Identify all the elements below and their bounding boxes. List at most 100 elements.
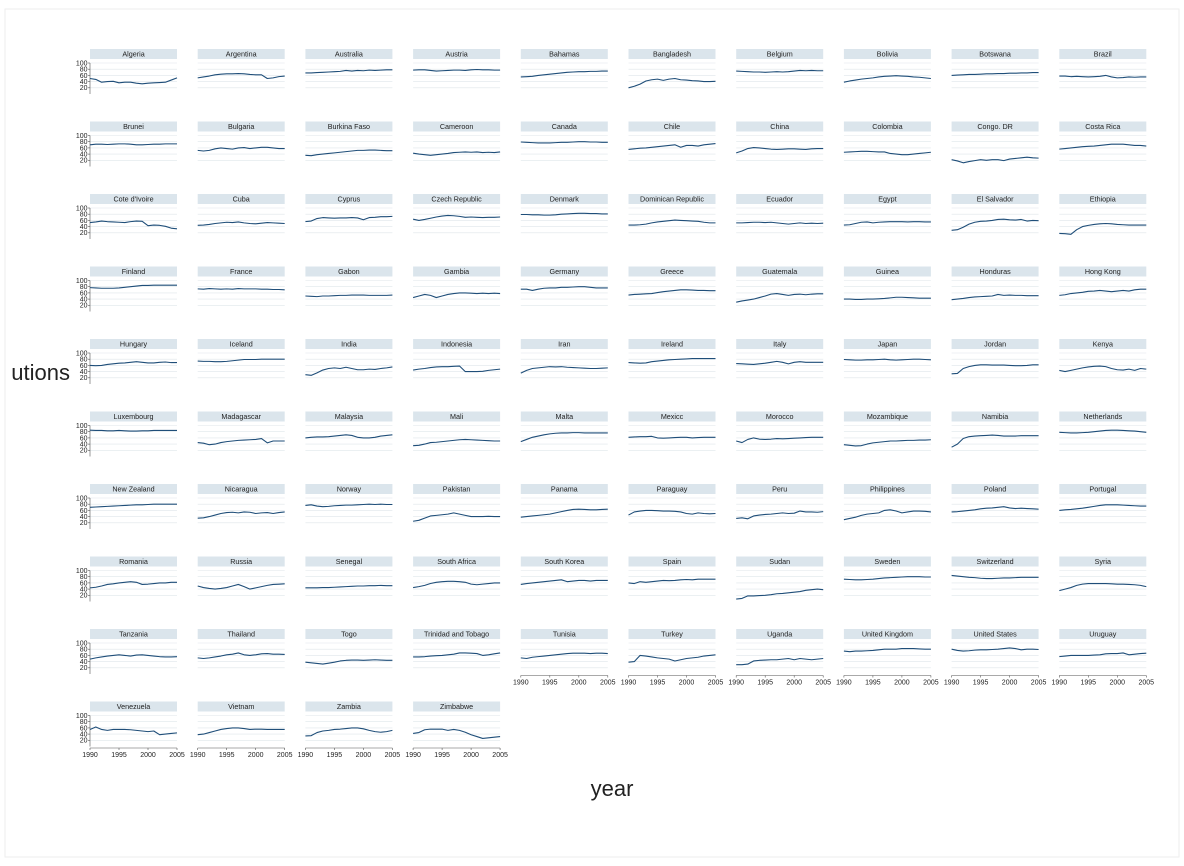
panel-title: Tanzania xyxy=(119,630,148,639)
y-tick-label: 80 xyxy=(80,67,88,74)
panel-title: Paraguay xyxy=(657,485,688,494)
series-line xyxy=(1059,429,1147,434)
panel-title-bar xyxy=(520,121,608,132)
panel: Sweden xyxy=(843,556,931,596)
series-line xyxy=(305,294,393,298)
y-tick-label: 20 xyxy=(80,85,88,92)
y-tick-label: 80 xyxy=(80,429,88,436)
panel: Netherlands xyxy=(1059,411,1147,451)
y-tick-label: 80 xyxy=(80,502,88,509)
panel-title-bar xyxy=(197,194,285,204)
panel: Uganda 1990 1995 2000 2005 xyxy=(728,629,831,687)
x-tick-label: 1995 xyxy=(865,680,881,687)
panel-title-bar xyxy=(90,266,177,277)
panel-title-bar xyxy=(413,121,501,132)
panel-title: Cameroon xyxy=(440,122,474,131)
series-line xyxy=(628,509,716,516)
series-line xyxy=(628,219,716,226)
panel-title-bar xyxy=(843,629,931,639)
series-line xyxy=(520,286,608,291)
panel-title-bar xyxy=(1059,484,1147,494)
panel-title: Ireland xyxy=(661,340,683,349)
panel: Portugal xyxy=(1059,484,1147,524)
panel-title-bar xyxy=(1059,266,1147,277)
y-tick-label: 80 xyxy=(80,284,88,291)
panel: United States 1990 1995 2000 2005 xyxy=(944,629,1046,687)
panel-title: Tunisia xyxy=(553,630,576,639)
x-tick-label: 1990 xyxy=(621,680,637,687)
panel-title: Chile xyxy=(664,122,680,131)
panel-title: Thailand xyxy=(227,630,255,639)
panel-title: Italy xyxy=(773,340,787,349)
x-tick-label: 2005 xyxy=(600,680,616,687)
y-tick-label: 20 xyxy=(80,665,88,672)
panel-title: Spain xyxy=(663,557,681,566)
x-tick-label: 1990 xyxy=(82,752,98,759)
panel-title: New Zealand xyxy=(112,485,154,494)
panel-title-bar xyxy=(520,629,608,639)
series-line xyxy=(736,69,824,73)
series-line xyxy=(736,147,824,154)
panel: Colombia xyxy=(843,121,931,161)
series-line xyxy=(628,77,716,89)
series-line xyxy=(89,284,177,289)
series-line xyxy=(520,366,608,374)
panel-title-bar xyxy=(197,556,285,567)
y-tick-label: 60 xyxy=(80,73,88,80)
panel: Australia xyxy=(305,49,393,89)
y-tick-label: 100 xyxy=(76,60,88,67)
panel-title-bar xyxy=(628,629,716,639)
panel: El Salvador xyxy=(951,194,1039,234)
panel-title: Brazil xyxy=(1094,50,1112,59)
series-line xyxy=(89,220,178,230)
panel-title-bar xyxy=(628,556,716,567)
panel: Cameroon xyxy=(413,121,501,161)
panel: Trinidad and Tobago xyxy=(413,629,501,669)
panel-title-bar xyxy=(1059,194,1147,204)
panel: Hong Kong xyxy=(1059,266,1147,306)
series-line xyxy=(197,652,285,660)
panel: Philippines xyxy=(843,484,931,524)
panel-title-bar xyxy=(520,556,608,567)
panel-title: Malaysia xyxy=(335,412,363,421)
panel-title: Ethiopia xyxy=(1090,195,1116,204)
series-line xyxy=(520,508,608,518)
y-tick-label: 20 xyxy=(80,738,88,745)
series-line xyxy=(628,654,716,663)
panel-title: Namibia xyxy=(982,412,1008,421)
panel: Dominican Republic xyxy=(628,194,716,234)
panel: Kenya xyxy=(1059,339,1147,379)
panel-title-bar xyxy=(520,411,608,422)
panel-title: Canada xyxy=(552,122,577,131)
panel-title: Vietnam xyxy=(228,702,254,711)
y-tick-label: 100 xyxy=(76,350,88,357)
series-line xyxy=(520,141,608,144)
x-tick-label: 1995 xyxy=(1081,680,1097,687)
panel-title-bar xyxy=(305,701,393,712)
panel-title: Indonesia xyxy=(441,340,472,349)
series-line xyxy=(843,296,931,300)
x-tick-label: 2005 xyxy=(923,680,939,687)
x-tick-label: 1995 xyxy=(111,752,127,759)
series-line xyxy=(951,364,1039,375)
panel-title-bar xyxy=(736,121,824,132)
panel-title: Sweden xyxy=(874,557,900,566)
panel-title: Iran xyxy=(558,340,570,349)
x-tick-label: 2005 xyxy=(169,752,185,759)
series-line xyxy=(305,434,393,439)
series-line xyxy=(520,652,608,660)
x-tick-label: 2005 xyxy=(277,752,293,759)
panel-title: Zimbabwe xyxy=(440,702,473,711)
panel-title: Costa Rica xyxy=(1085,122,1120,131)
panel: Zambia 1990 1995 2000 2005 xyxy=(298,701,400,759)
panel: Panama xyxy=(520,484,608,524)
series-line xyxy=(951,72,1039,76)
panel-title: Switzerland xyxy=(977,557,1014,566)
panel-title: Luxembourg xyxy=(114,412,154,421)
panel-title-bar xyxy=(305,194,393,204)
